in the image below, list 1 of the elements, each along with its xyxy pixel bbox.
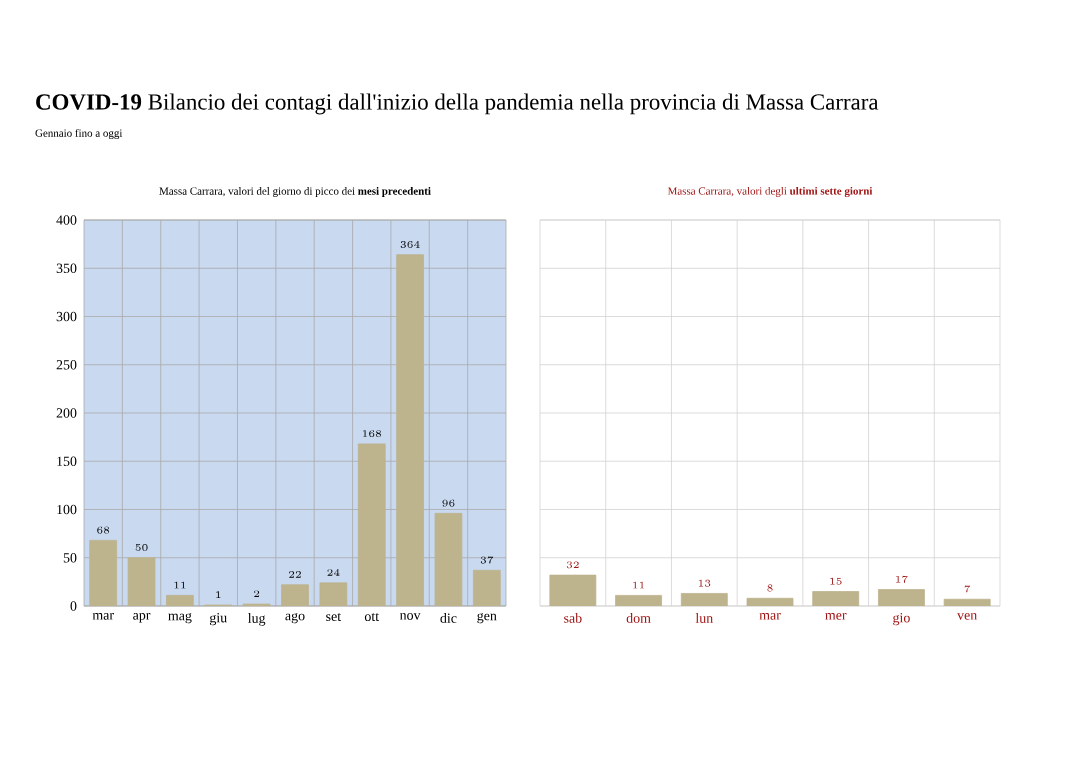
text: COVID-19 Bilancio dei contagi dall'inizio della pandemia nella provincia di Massa Carrara: [36, 93, 879, 115]
